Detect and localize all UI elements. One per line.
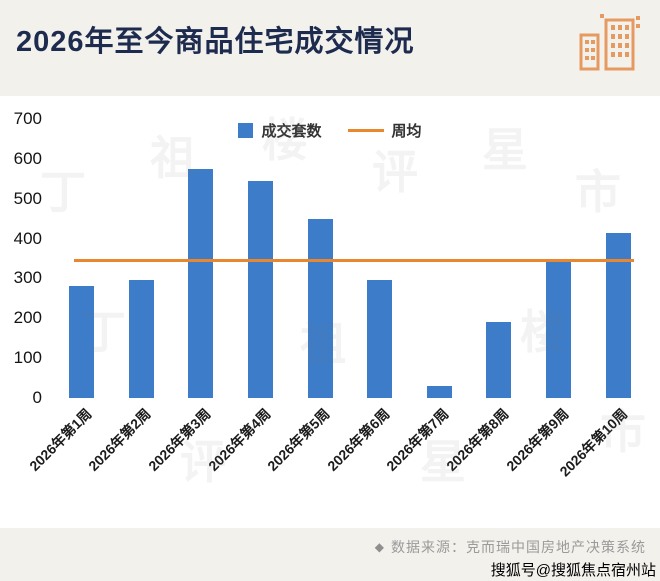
- bar-cell: [350, 119, 410, 398]
- plot-area: [52, 119, 648, 398]
- data-source-text: 数据来源：克而瑞中国房地产决策系统: [391, 539, 646, 555]
- y-tick-label: 700: [13, 109, 42, 128]
- bar-week-8: [486, 322, 512, 398]
- legend-item-line: 周均: [347, 120, 422, 141]
- legend-bars-label: 成交套数: [261, 123, 322, 140]
- bar-week-9: [546, 262, 572, 398]
- bar-week-3: [188, 169, 214, 398]
- diamond-bullet-icon: ◆: [374, 540, 384, 554]
- bar-week-5: [307, 219, 333, 398]
- bar-week-10: [605, 233, 631, 398]
- bar-cell: [410, 119, 470, 398]
- bar-cell: [171, 119, 231, 398]
- x-tick-label: 2026年第1周: [25, 405, 95, 474]
- average-line: [74, 259, 634, 262]
- bar-week-6: [367, 280, 393, 398]
- bar-cell: [529, 119, 589, 398]
- average-line-swatch: [347, 129, 384, 132]
- y-tick-label: 400: [13, 228, 42, 248]
- bar-week-4: [248, 181, 274, 398]
- y-tick-label: 300: [13, 268, 42, 288]
- data-source: ◆ 数据来源：克而瑞中国房地产决策系统: [375, 537, 646, 557]
- legend-item-bars: 成交套数: [238, 120, 322, 141]
- bar-cell: [52, 119, 112, 398]
- y-tick-label: 100: [13, 348, 42, 368]
- bar-cell: [469, 119, 529, 398]
- bar-cell: [290, 119, 350, 398]
- page-title: 2026年至今商品住宅成交情况: [16, 26, 415, 58]
- y-tick-label: 200: [13, 308, 42, 328]
- corner-watermark: 搜狐号@搜狐焦点宿州站: [490, 562, 656, 579]
- bar-week-7: [426, 386, 452, 398]
- legend-line-label: 周均: [391, 123, 422, 140]
- y-axis: 0 100 200 300 400 500 600 700: [0, 109, 46, 407]
- city-buildings-icon: [579, 14, 640, 71]
- y-tick-label: 600: [13, 148, 42, 168]
- bar-week-2: [128, 280, 154, 398]
- chart-card: 成交套数 周均 0 100 200 300 400 500 600 700 2026年第1周 2…: [0, 96, 660, 528]
- y-tick-label: 0: [32, 388, 42, 407]
- bar-series-swatch: [238, 123, 254, 138]
- legend: 成交套数 周均: [0, 120, 660, 141]
- x-axis: 2026年第1周 2026年第2周 2026年第3周 2026年第4周 2026年第5周…: [26, 398, 648, 523]
- bar-cell: [112, 119, 172, 398]
- y-tick-label: 500: [13, 188, 42, 208]
- header: 2026年至今商品住宅成交情况: [0, 0, 660, 96]
- x-cell: 2026年第10周: [557, 398, 648, 523]
- bar-week-1: [69, 286, 95, 398]
- bar-cell: [231, 119, 291, 398]
